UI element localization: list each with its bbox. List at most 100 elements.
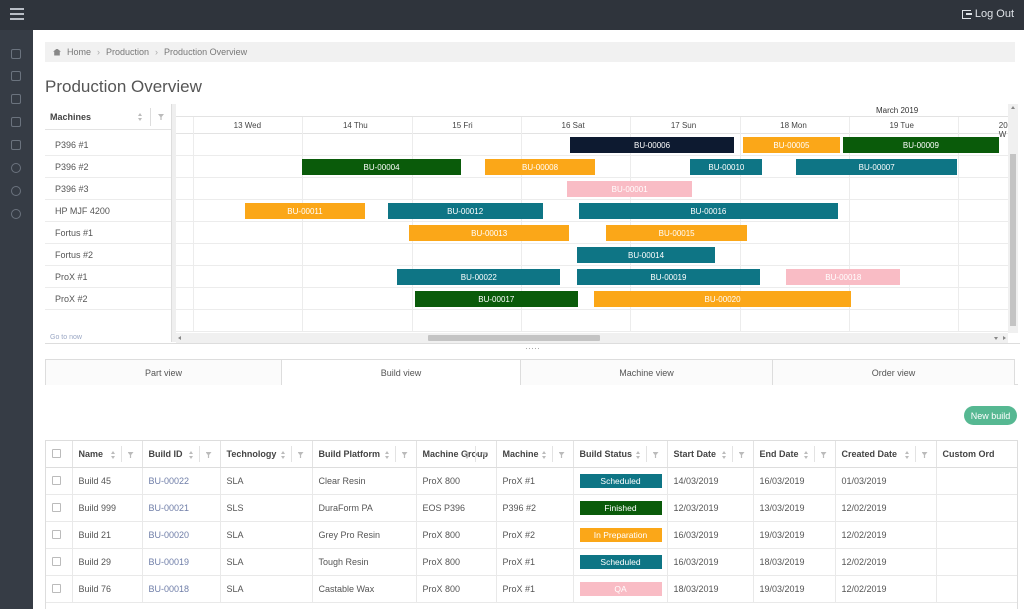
build-bar[interactable]: BU-00004 [302,159,461,175]
row-checkbox[interactable] [52,476,61,485]
machine-row[interactable]: ProX #1 [45,266,171,288]
go-to-now-link[interactable]: Go to now [50,334,82,341]
machine-row[interactable]: HP MJF 4200 [45,200,171,222]
shield-icon[interactable] [11,186,21,196]
column-header[interactable]: End Date [753,441,836,468]
tab-build-view[interactable]: Build view [281,359,521,386]
table-row[interactable]: Build 76 BU-00018 SLA Castable Wax ProX 800 P… [46,575,1017,603]
breadcrumb-production[interactable]: Production [106,47,150,57]
build-bar[interactable]: BU-00018 [786,269,901,285]
machine-row[interactable]: P396 #3 [45,178,171,200]
build-bar[interactable]: BU-00015 [606,225,748,241]
filter-icon[interactable] [205,452,212,458]
filter-icon[interactable] [652,452,659,458]
build-bar[interactable]: BU-00014 [576,247,716,263]
column-header[interactable]: Created Date [835,441,937,468]
select-all-checkbox[interactable] [52,449,61,459]
build-bar[interactable]: BU-00022 [397,269,561,285]
build-id-link[interactable]: BU-00019 [148,556,190,567]
user-icon[interactable] [11,163,21,173]
build-bar[interactable]: BU-00006 [570,137,735,153]
column-header[interactable]: Custom Ord [936,441,1017,468]
filter-icon[interactable] [158,114,164,120]
sort-icon[interactable] [541,451,547,459]
row-checkbox[interactable] [52,557,61,566]
tab-machine-view[interactable]: Machine view [520,359,773,385]
column-header[interactable]: Build Platform [312,441,417,468]
scroll-down-icon[interactable] [994,337,998,340]
table-row[interactable]: Build 21 BU-00020 SLA Grey Pro Resin ProX 80… [46,521,1017,549]
scrollbar-thumb[interactable] [428,335,600,341]
row-checkbox[interactable] [52,584,61,593]
machine-row[interactable]: Fortus #2 [45,244,171,266]
table-row[interactable]: Build 29 BU-00019 SLA Tough Resin ProX 800 Pr… [46,548,1017,576]
settings-icon[interactable] [11,209,21,219]
home-icon[interactable] [53,48,61,56]
build-bar[interactable]: BU-00020 [594,291,851,307]
gantt-timeline[interactable]: March 2019 13 Wed 14 Thu 15 Fri 16 Sat 17 Su… [176,104,1008,344]
vertical-scrollbar[interactable] [1008,104,1018,333]
column-header[interactable]: Name [72,441,143,468]
column-header[interactable]: Machine [496,441,574,468]
gantt-splitter[interactable] [172,104,176,342]
filter-icon[interactable] [401,452,408,458]
sort-icon[interactable] [110,451,116,459]
build-id-link[interactable]: BU-00020 [148,529,190,540]
sort-icon[interactable] [280,451,286,459]
new-build-button[interactable]: New build [964,406,1017,425]
logout-button[interactable]: Log Out [961,8,1014,20]
table-row[interactable]: Build 45 BU-00022 SLA Clear Resin ProX 800 Pr… [46,467,1017,495]
column-header[interactable]: Machine Group [416,441,497,468]
machines-column-header[interactable]: Machines [45,104,171,130]
sort-icon[interactable] [464,451,470,459]
build-bar[interactable]: BU-00016 [578,203,838,219]
sort-icon[interactable] [803,451,809,459]
sort-icon[interactable] [188,451,194,459]
build-id-link[interactable]: BU-00021 [148,502,190,513]
build-bar[interactable]: BU-00005 [742,137,841,153]
sort-icon[interactable] [904,451,910,459]
tab-order-view[interactable]: Order view [772,359,1015,385]
menu-icon[interactable] [10,8,24,20]
horizontal-scrollbar[interactable] [176,333,1008,343]
column-header[interactable]: Technology [220,441,313,468]
build-id-link[interactable]: BU-00018 [148,583,190,594]
filter-icon[interactable] [297,452,304,458]
machine-row[interactable]: P396 #2 [45,156,171,178]
sort-icon[interactable] [384,451,390,459]
scrollbar-thumb[interactable] [1010,154,1016,326]
build-bar[interactable]: BU-00009 [843,137,999,153]
build-bar[interactable]: BU-00010 [690,159,763,175]
build-bar[interactable]: BU-00012 [387,203,543,219]
machine-row[interactable]: Fortus #1 [45,222,171,244]
breadcrumb-home[interactable]: Home [67,47,92,57]
machine-row[interactable]: P396 #1 [45,134,171,156]
dashboard-icon[interactable] [11,49,21,59]
column-header[interactable]: Build Status [573,441,668,468]
column-header[interactable]: Start Date [667,441,754,468]
scroll-up-icon[interactable] [1011,106,1015,109]
image-icon[interactable] [11,71,21,81]
resize-handle-icon[interactable] [525,347,539,350]
filter-icon[interactable] [481,452,488,458]
filter-icon[interactable] [127,452,134,458]
build-bar[interactable]: BU-00019 [576,269,761,285]
build-bar[interactable]: BU-00007 [796,159,957,175]
filter-icon[interactable] [738,452,745,458]
build-bar[interactable]: BU-00013 [409,225,569,241]
filter-icon[interactable] [558,452,565,458]
scroll-left-icon[interactable] [178,336,181,340]
row-checkbox[interactable] [52,530,61,539]
row-checkbox[interactable] [52,503,61,512]
build-bar[interactable]: BU-00001 [566,181,693,197]
build-bar[interactable]: BU-00008 [484,159,596,175]
document-icon[interactable] [11,94,21,104]
filter-icon[interactable] [921,452,928,458]
build-bar[interactable]: BU-00011 [245,203,365,219]
machine-row[interactable]: ProX #2 [45,288,171,310]
list-icon[interactable] [11,117,21,127]
filter-icon[interactable] [820,452,827,458]
build-bar[interactable]: BU-00017 [414,291,578,307]
tab-part-view[interactable]: Part view [45,359,282,385]
production-icon[interactable] [11,140,21,150]
